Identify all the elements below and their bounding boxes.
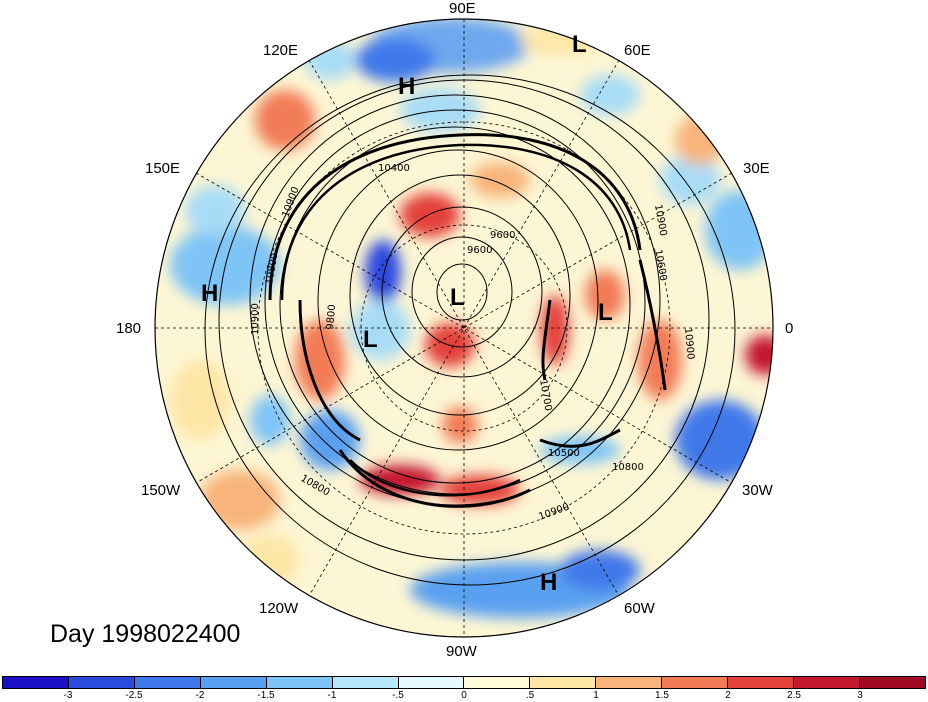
lon-label-150w: 150W xyxy=(141,482,181,499)
colorbar-swatch xyxy=(794,677,860,688)
lon-label-30w: 30W xyxy=(742,482,773,499)
colorbar-tick-label: 2 xyxy=(725,690,731,701)
colorbar-tick-label: 1 xyxy=(593,690,599,701)
contour-label: 10600 xyxy=(652,249,668,282)
colorbar-tick-label: .5 xyxy=(525,690,535,701)
contour-label: 9600 xyxy=(467,245,492,256)
pressure-centers: L H H L L L H xyxy=(201,31,613,596)
colorbar-tick-label: -2.5 xyxy=(125,690,143,701)
colorbar-tick-label: 3 xyxy=(857,690,863,701)
polar-stereographic-map: 10400 10900 10800 9600 10600 10900 9800 … xyxy=(154,18,774,638)
contour-label: 10500 xyxy=(548,448,580,459)
contour-label: 10900 xyxy=(652,204,668,237)
day-label: Day 1998022400 xyxy=(50,620,241,648)
colorbar-swatch xyxy=(530,677,597,688)
contour-label: 9600 xyxy=(490,230,515,241)
colorbar-swatch xyxy=(398,677,465,688)
lon-label-0: 0 xyxy=(785,320,794,337)
colorbar-swatch xyxy=(266,677,333,688)
colorbar-swatch xyxy=(68,677,135,688)
lon-label-120w: 120W xyxy=(259,600,299,617)
lon-label-150e: 150E xyxy=(145,160,181,177)
colorbar-swatch xyxy=(728,677,795,688)
lon-label-30e: 30E xyxy=(743,160,770,177)
colorbar-tick-label: 1.5 xyxy=(655,690,669,701)
low-pressure-marker: L xyxy=(363,326,378,353)
colorbar-tick-label: -2 xyxy=(195,690,205,701)
colorbar-tick-label: -.5 xyxy=(392,690,404,701)
high-pressure-marker: H xyxy=(540,569,557,596)
low-pressure-marker: L xyxy=(450,284,465,311)
lon-label-180: 180 xyxy=(116,320,142,337)
colorbar-swatch xyxy=(3,677,69,688)
colorbar-tick-label: 0 xyxy=(461,690,467,701)
contour-label: 10800 xyxy=(264,252,280,285)
contour-label: 9800 xyxy=(325,304,338,330)
colorbar-tick-label: -3 xyxy=(63,690,73,701)
colorbar-swatch xyxy=(464,677,531,688)
colorbar-swatch xyxy=(596,677,663,688)
graticule xyxy=(155,19,773,637)
colorbar-swatch xyxy=(662,677,729,688)
contour-label: 10900 xyxy=(250,303,261,335)
contour-label: 10700 xyxy=(537,379,553,412)
lon-label-120e: 120E xyxy=(263,42,299,59)
colorbar-swatch xyxy=(200,677,267,688)
colorbar-tick-label: 2.5 xyxy=(787,690,801,701)
colorbar-swatch xyxy=(859,677,925,688)
low-pressure-marker: L xyxy=(598,299,613,326)
lon-label-90w: 90W xyxy=(446,643,477,660)
lon-label-90e: 90E xyxy=(449,0,476,17)
colorbar-tick-label: -1.5 xyxy=(257,690,275,701)
height-contours xyxy=(204,74,736,586)
low-pressure-marker: L xyxy=(572,31,587,58)
contour-label: 10900 xyxy=(682,327,696,360)
high-pressure-marker: H xyxy=(398,73,415,100)
colorbar-swatch xyxy=(134,677,201,688)
lon-label-60w: 60W xyxy=(624,600,655,617)
colorbar-tick-label: -1 xyxy=(327,690,337,701)
lon-label-60e: 60E xyxy=(624,42,651,59)
colorbar-swatch xyxy=(332,677,399,688)
contour-label: 10800 xyxy=(612,462,644,473)
high-pressure-marker: H xyxy=(201,280,218,307)
colorbar xyxy=(2,676,926,689)
contour-label: 10400 xyxy=(378,163,410,174)
